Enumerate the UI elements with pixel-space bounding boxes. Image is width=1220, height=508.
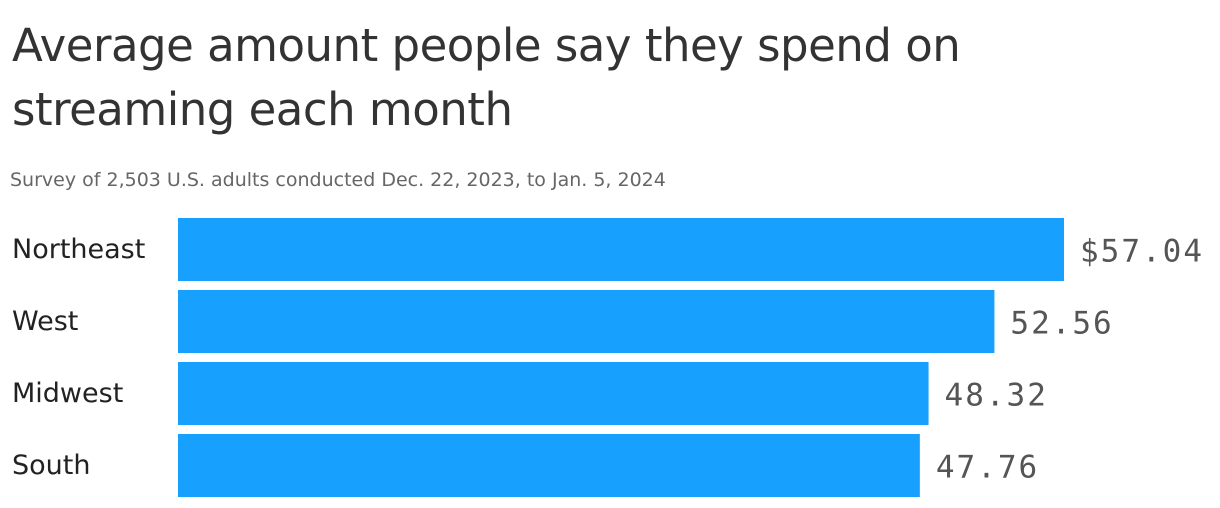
bar-northeast bbox=[178, 218, 1064, 281]
bar-midwest bbox=[178, 362, 929, 425]
chart-title: Average amount people say they spend on … bbox=[12, 19, 961, 136]
value-label-west: 52.56 bbox=[1010, 306, 1113, 342]
value-label-south: 47.76 bbox=[936, 450, 1039, 486]
value-label-northeast: $57.04 bbox=[1080, 234, 1204, 270]
category-label-northeast: Northeast bbox=[12, 234, 145, 265]
value-label-midwest: 48.32 bbox=[945, 378, 1048, 414]
category-label-west: West bbox=[12, 306, 78, 337]
category-label-south: South bbox=[12, 450, 90, 481]
chart-subtitle: Survey of 2,503 U.S. adults conducted De… bbox=[10, 169, 666, 191]
category-label-midwest: Midwest bbox=[12, 378, 123, 409]
bar-west bbox=[178, 290, 995, 353]
bar-south bbox=[178, 434, 920, 497]
